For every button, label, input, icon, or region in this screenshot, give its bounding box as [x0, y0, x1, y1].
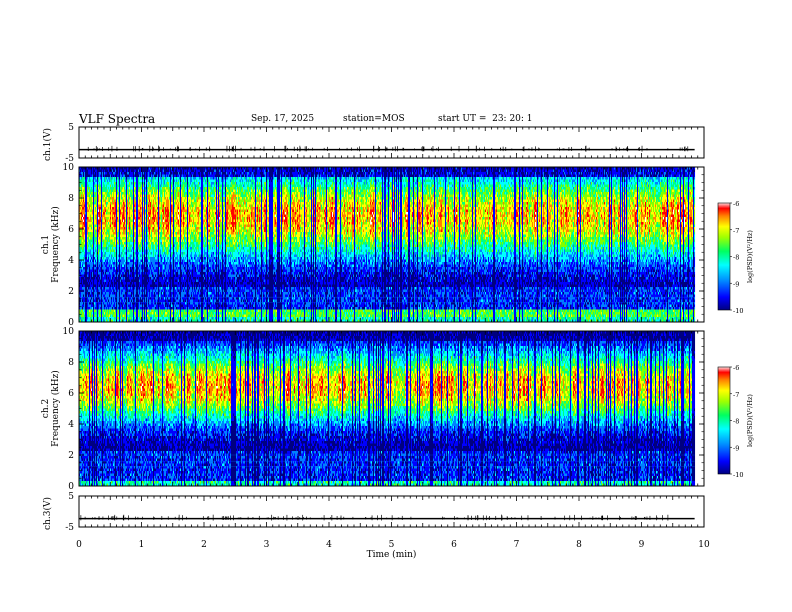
x-tick-label: 0: [76, 540, 82, 550]
ch1-spectrogram-colorbar: [717, 202, 731, 311]
y-tick-label: 8: [68, 358, 74, 368]
ch1-spectrogram-image: [79, 167, 696, 323]
x-tick-label: 5: [389, 540, 395, 550]
y-tick-label: -5: [65, 154, 74, 164]
ch1-spectrogram-colorbar-label: log(PSD)(V²/Hz): [746, 230, 754, 283]
y-tick-label: 2: [68, 287, 74, 297]
recording-date: Sep. 17, 2025: [251, 114, 314, 124]
colorbar-tick-label: -9: [733, 280, 739, 288]
x-tick-label: 3: [264, 540, 270, 550]
ch1-waveform-ylabel: ch.1(V): [42, 128, 53, 161]
ch2-spectrogram-image: [79, 331, 696, 487]
ch2-spectrogram-colorbar: [717, 366, 731, 475]
colorbar-tick-label: -9: [733, 444, 739, 452]
y-tick-label: 5: [68, 123, 74, 133]
y-tick-label: 0: [68, 318, 74, 328]
x-tick-label: 6: [451, 540, 457, 550]
ch2-spectrogram-colorbar-label: log(PSD)(V²/Hz): [746, 394, 754, 447]
y-tick-label: 2: [68, 451, 74, 461]
ch1-spectrogram-channel-label: ch.1: [41, 235, 51, 254]
colorbar-tick-label: -6: [733, 364, 739, 372]
y-tick-label: 0: [68, 482, 74, 492]
y-tick-label: 5: [68, 492, 74, 502]
colorbar-tick-label: -10: [733, 471, 743, 479]
figure-title: VLF Spectra: [79, 112, 155, 126]
ch1-spectrogram-ylabel: Frequency (kHz): [50, 206, 61, 283]
colorbar-tick-label: -8: [733, 254, 739, 262]
x-tick-label: 10: [698, 540, 710, 550]
start-time-label: start UT = 23: 20: 1: [438, 114, 533, 124]
y-tick-label: 4: [68, 256, 74, 266]
y-tick-label: 6: [68, 389, 74, 399]
colorbar-tick-label: -10: [733, 307, 743, 315]
x-axis-label: Time (min): [367, 549, 417, 560]
ch2-spectrogram-ylabel: Frequency (kHz): [50, 370, 61, 447]
colorbar-tick-label: -8: [733, 418, 739, 426]
x-tick-label: 2: [201, 540, 207, 550]
colorbar-tick-label: -7: [733, 391, 739, 399]
y-tick-label: 10: [63, 327, 75, 337]
x-tick-label: 1: [139, 540, 145, 550]
y-tick-label: -5: [65, 523, 74, 533]
y-tick-label: 6: [68, 225, 74, 235]
station-label: station=MOS: [343, 114, 405, 124]
colorbar-tick-label: -7: [733, 227, 739, 235]
x-tick-label: 4: [326, 540, 332, 550]
x-tick-label: 7: [514, 540, 520, 550]
y-tick-label: 10: [63, 163, 75, 173]
y-tick-label: 8: [68, 194, 74, 204]
colorbar-tick-label: -6: [733, 200, 739, 208]
ch3-waveform-ylabel: ch.3(V): [42, 497, 53, 530]
x-tick-label: 8: [576, 540, 582, 550]
x-tick-label: 9: [639, 540, 645, 550]
ch2-spectrogram-channel-label: ch.2: [41, 399, 51, 418]
y-tick-label: 4: [68, 420, 74, 430]
